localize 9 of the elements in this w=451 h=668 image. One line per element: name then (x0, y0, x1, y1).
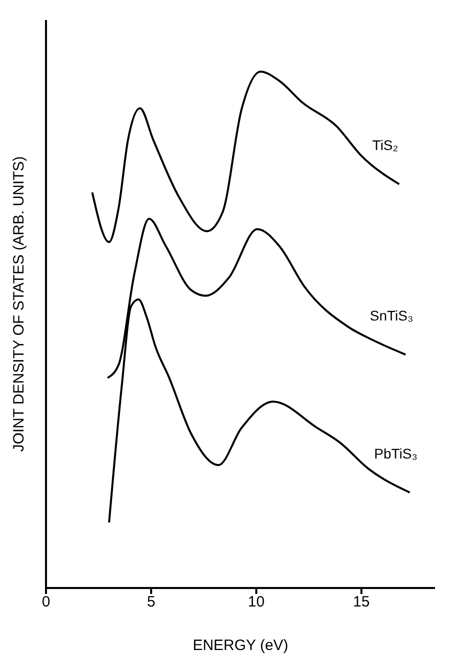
series-label: PbTiS₃ (374, 445, 418, 462)
x-tick-label: 5 (146, 594, 156, 611)
series-label: SnTiS₃ (370, 308, 414, 324)
x-tick-label: 0 (42, 594, 50, 611)
y-axis-title: JOINT DENSITY OF STATES (ARB. UNITS) (10, 156, 28, 452)
x-tick-label: 10 (248, 594, 265, 611)
x-axis-title: ENERGY (eV) (192, 637, 288, 654)
series-label: TiS₂ (372, 137, 398, 154)
x-tick-label: 15 (353, 594, 370, 611)
